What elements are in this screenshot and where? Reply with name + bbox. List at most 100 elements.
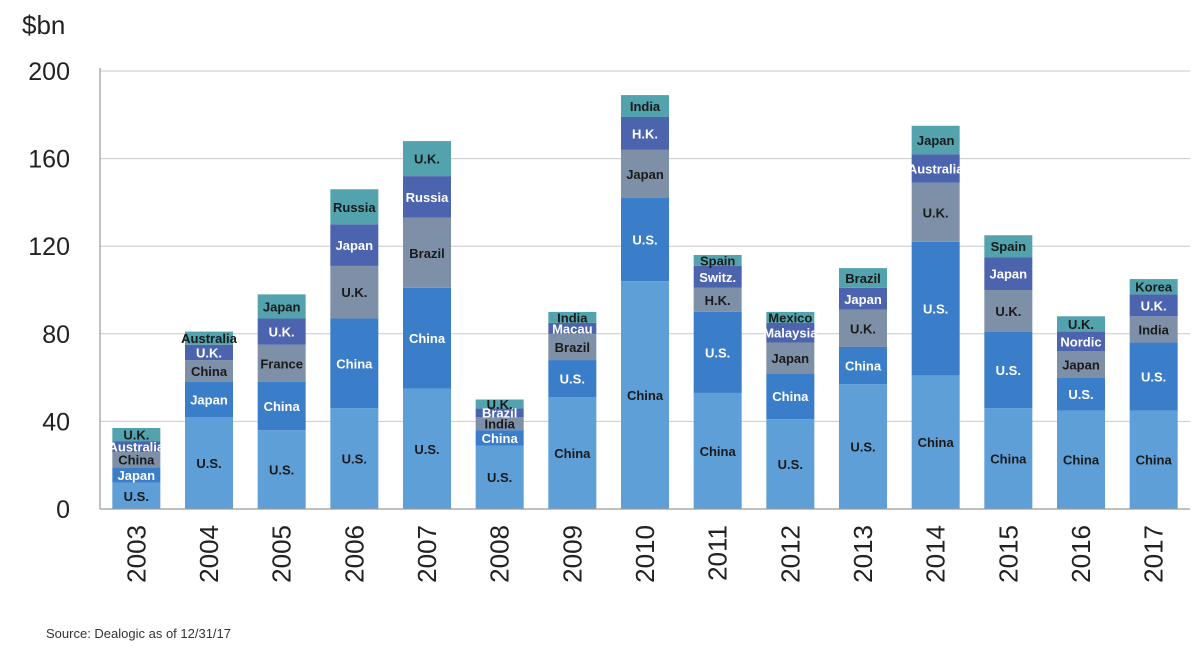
bar-segment [185,417,233,509]
segment-label: U.K. [995,304,1021,319]
segment-label: U.S. [778,457,803,472]
bar-segment [475,408,524,418]
segment-label: U.S. [996,363,1021,378]
segment-label: China [191,364,228,379]
segment-label: Korea [1135,280,1173,295]
bar-segment [185,331,233,345]
segment-label: U.K. [923,205,949,220]
segment-label: U.S. [923,302,948,317]
bar-segment [548,311,597,323]
segment-label: China [264,399,301,414]
bar-segment [112,441,161,453]
bar-segment [1057,377,1105,411]
bar-stack-2011: China U.S. H.K. Switz. Spain [693,253,742,509]
bar-segment [839,384,887,509]
segment-label: U.K. [1068,317,1094,332]
segment-label: China [336,356,373,371]
bar-segment [693,392,742,509]
segment-label: China [990,452,1027,467]
bar-segment [693,311,742,393]
x-tick-label: 2003 [121,525,151,583]
bar-segment [403,388,451,509]
segment-label: Japan [917,133,955,148]
y-axis-ticks: 0 40 80 120 160 200 [28,58,70,524]
segment-label: France [260,356,303,371]
bar-segment [621,281,669,509]
segment-label: China [700,444,737,459]
segment-label: U.S. [705,345,730,360]
bar-segment [185,381,233,418]
y-tick-label: 0 [56,496,70,524]
bar-segment [548,333,597,361]
segment-label: U.K. [196,345,222,360]
bar-stack-2006: U.S. China U.K. Japan Russia [330,189,379,509]
bar-segment [621,95,669,117]
segment-label: India [484,417,515,432]
bar-segment [911,375,960,509]
bar-stack-2015: China U.S. U.K. Japan Spain [984,235,1033,509]
x-tick-label: 2017 [1139,525,1169,583]
bar-segment [766,419,815,509]
bar-segment [1129,279,1178,295]
segment-label: Japan [118,468,156,483]
axes [99,68,1190,510]
bar-segment [403,287,451,389]
bar-segment [1129,294,1178,317]
segment-label: Brazil [555,340,590,355]
segment-label: Macau [552,321,593,336]
bar-segment [911,182,960,242]
y-tick-label: 120 [28,233,70,261]
bar-stack-2016: China U.S. Japan Nordic U.K. [1057,316,1105,509]
x-tick-label: 2013 [848,525,878,583]
bar-segment [257,294,306,319]
bar-stack-2014: China U.S. U.K. Australia Japan [908,125,964,509]
segment-label: Brazil [845,271,880,286]
segment-label: U.K. [341,285,367,300]
bar-segment [403,141,451,177]
segment-label: China [409,331,446,346]
segment-label: U.K. [1141,298,1167,313]
segment-label: Brazil [482,406,517,421]
x-tick-label: 2015 [993,525,1023,583]
segment-label: U.S. [1068,387,1093,402]
segment-label: China [1136,453,1173,468]
bar-segment [257,381,306,431]
segment-label: Spain [700,253,735,268]
bar-segment [621,149,669,199]
bar-segment [330,318,379,409]
x-tick-label: 2014 [921,525,951,583]
segment-label: U.K. [487,397,513,412]
bar-segment [1057,316,1105,332]
y-tick-label: 200 [28,58,70,86]
segment-label: Switz. [699,270,736,285]
bar-segment [984,408,1033,509]
x-tick-label: 2006 [339,525,369,583]
segment-label: H.K. [632,126,658,141]
segment-label: China [118,453,155,468]
bar-segment [112,482,161,509]
bar-stack-2017: China U.S. India U.K. Korea [1129,279,1178,509]
segment-label: Australia [908,161,964,176]
segment-label: India [1138,322,1169,337]
bar-segment [693,287,742,312]
bar-segment [330,224,379,266]
segment-label: Nordic [1060,334,1101,349]
segment-label: Japan [263,299,301,314]
bar-stack-2010: China U.S. Japan H.K. India [621,95,669,509]
segment-label: U.S. [414,442,439,457]
segment-label: China [554,446,591,461]
bar-segment [257,318,306,345]
bar-segment [112,452,161,468]
bar-segment [621,198,669,282]
bar-stack-2007: U.S. China Brazil Russia U.K. [403,141,451,509]
bar-stack-2005: U.S. China France U.K. Japan [257,294,306,509]
source-note: Source: Dealogic as of 12/31/17 [46,626,232,641]
bar-segment [257,344,306,382]
bar-segment [1129,316,1178,343]
bar-segment [766,311,815,323]
x-tick-label: 2007 [412,525,442,583]
bar-segment [548,397,597,509]
